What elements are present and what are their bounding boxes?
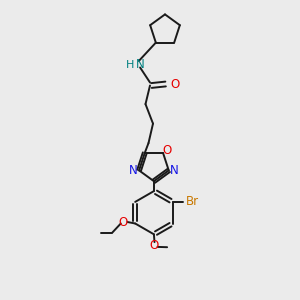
- Text: O: O: [170, 77, 179, 91]
- Text: N: N: [136, 58, 145, 71]
- Text: N: N: [170, 164, 178, 177]
- Text: N: N: [129, 164, 138, 177]
- Text: O: O: [162, 144, 172, 157]
- Text: O: O: [150, 239, 159, 252]
- Text: O: O: [119, 215, 128, 229]
- Text: Br: Br: [185, 195, 199, 208]
- Text: H: H: [126, 59, 134, 70]
